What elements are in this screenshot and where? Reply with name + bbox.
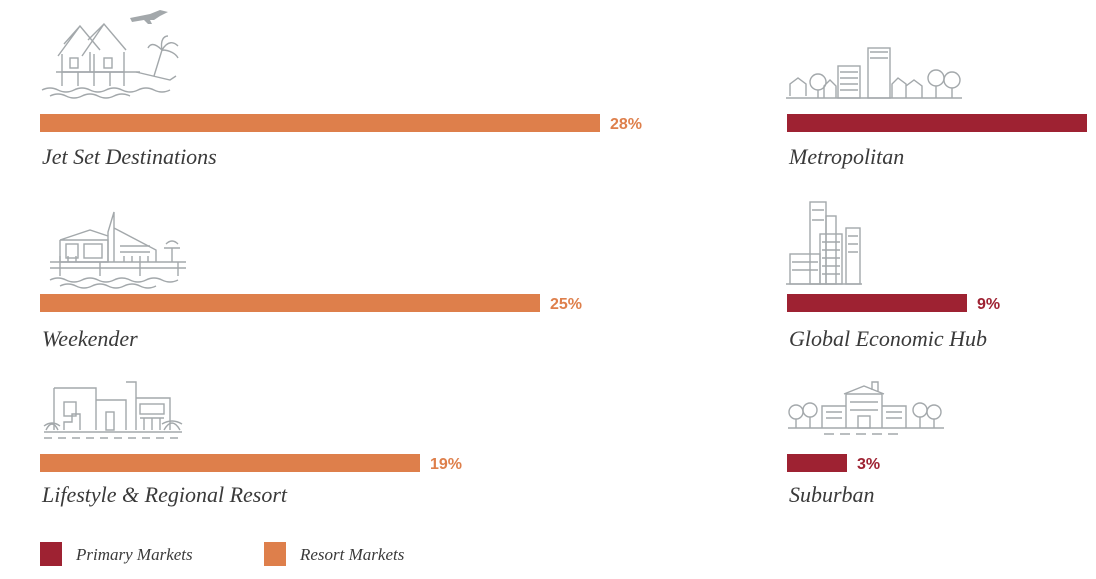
waterfront-house-icon	[49, 211, 186, 289]
value-label-lifestyle-and-regional-resort: 19%	[430, 456, 462, 473]
legend: Primary Markets Resort Markets	[40, 542, 405, 566]
legend-label-primary-markets: Primary Markets	[75, 545, 193, 564]
category-label-jet-set-destinations: Jet Set Destinations	[42, 144, 217, 169]
value-label-global-economic-hub: 9%	[977, 296, 1000, 313]
bar-global-economic-hub	[787, 294, 967, 312]
category-label-suburban: Suburban	[789, 482, 875, 507]
legend-label-resort-markets: Resort Markets	[299, 545, 405, 564]
bar-suburban	[787, 454, 847, 472]
category-label-metropolitan: Metropolitan	[788, 144, 904, 169]
skyscrapers-icon	[786, 201, 862, 285]
overwater-bungalow-icon	[41, 10, 179, 99]
value-label-suburban: 3%	[857, 456, 880, 473]
suburban-estate-icon	[788, 381, 944, 435]
category-label-lifestyle-and-regional-resort: Lifestyle & Regional Resort	[41, 482, 288, 507]
bar-weekender	[40, 294, 540, 312]
resort-villa-icon	[43, 381, 183, 439]
bar-lifestyle-and-regional-resort	[40, 454, 420, 472]
bar-metropolitan	[787, 114, 1087, 132]
bar-jet-set-destinations	[40, 114, 600, 132]
value-label-jet-set-destinations: 28%	[610, 116, 642, 133]
category-label-weekender: Weekender	[42, 326, 138, 351]
value-label-weekender: 25%	[550, 296, 582, 313]
category-label-global-economic-hub: Global Economic Hub	[789, 326, 987, 351]
legend-swatch-primary-markets	[40, 542, 62, 566]
legend-swatch-resort-markets	[264, 542, 286, 566]
city-skyline-icon	[786, 47, 962, 99]
